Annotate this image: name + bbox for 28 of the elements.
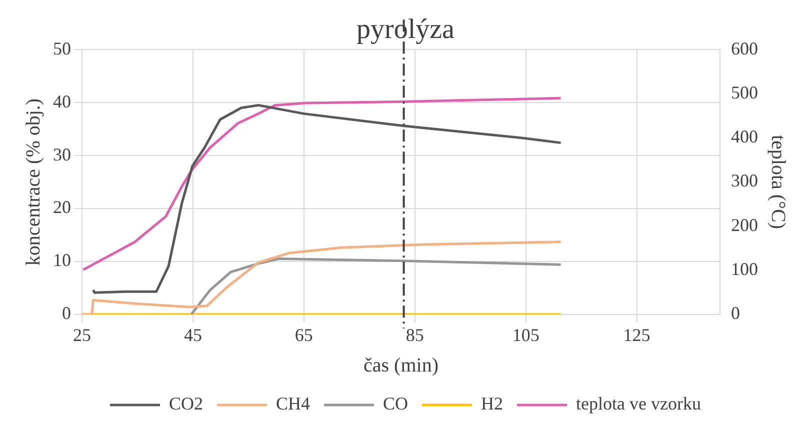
legend-label: CO (383, 394, 408, 414)
legend-label: H2 (481, 394, 504, 414)
x-tick-label: 105 (512, 324, 540, 345)
x-tick-label: 125 (623, 324, 650, 345)
y2-tick-label: 0 (731, 303, 740, 324)
y2-tick-label: 200 (731, 214, 758, 235)
chart-title: pyrolýza (356, 14, 456, 46)
y2-tick-label: 400 (731, 126, 758, 147)
y2-tick-label: 300 (731, 170, 758, 191)
y-axis-title: koncentrace (% obj.) (22, 98, 44, 266)
legend-label: CH4 (276, 394, 310, 414)
x-tick-label: 65 (294, 324, 313, 345)
y-tick-label: 50 (53, 38, 71, 58)
y-tick-label: 20 (53, 197, 71, 218)
x-axis-title: čas (min) (364, 354, 438, 376)
y-tick-label: 30 (53, 144, 71, 164)
y2-tick-label: 100 (731, 259, 758, 279)
y2-tick-label: 600 (731, 38, 758, 58)
x-tick-label: 45 (184, 324, 202, 345)
y-tick-label: 40 (53, 91, 71, 112)
x-tick-label: 25 (73, 324, 91, 345)
legend-label: teplota ve vzorku (576, 394, 701, 414)
x-tick-label: 85 (406, 324, 424, 345)
y2-tick-label: 500 (731, 82, 758, 102)
y-tick-label: 0 (62, 303, 71, 324)
legend-label: CO2 (169, 394, 204, 414)
y-tick-label: 10 (53, 250, 71, 270)
y2-axis-title: teplota (°C) (766, 134, 789, 230)
